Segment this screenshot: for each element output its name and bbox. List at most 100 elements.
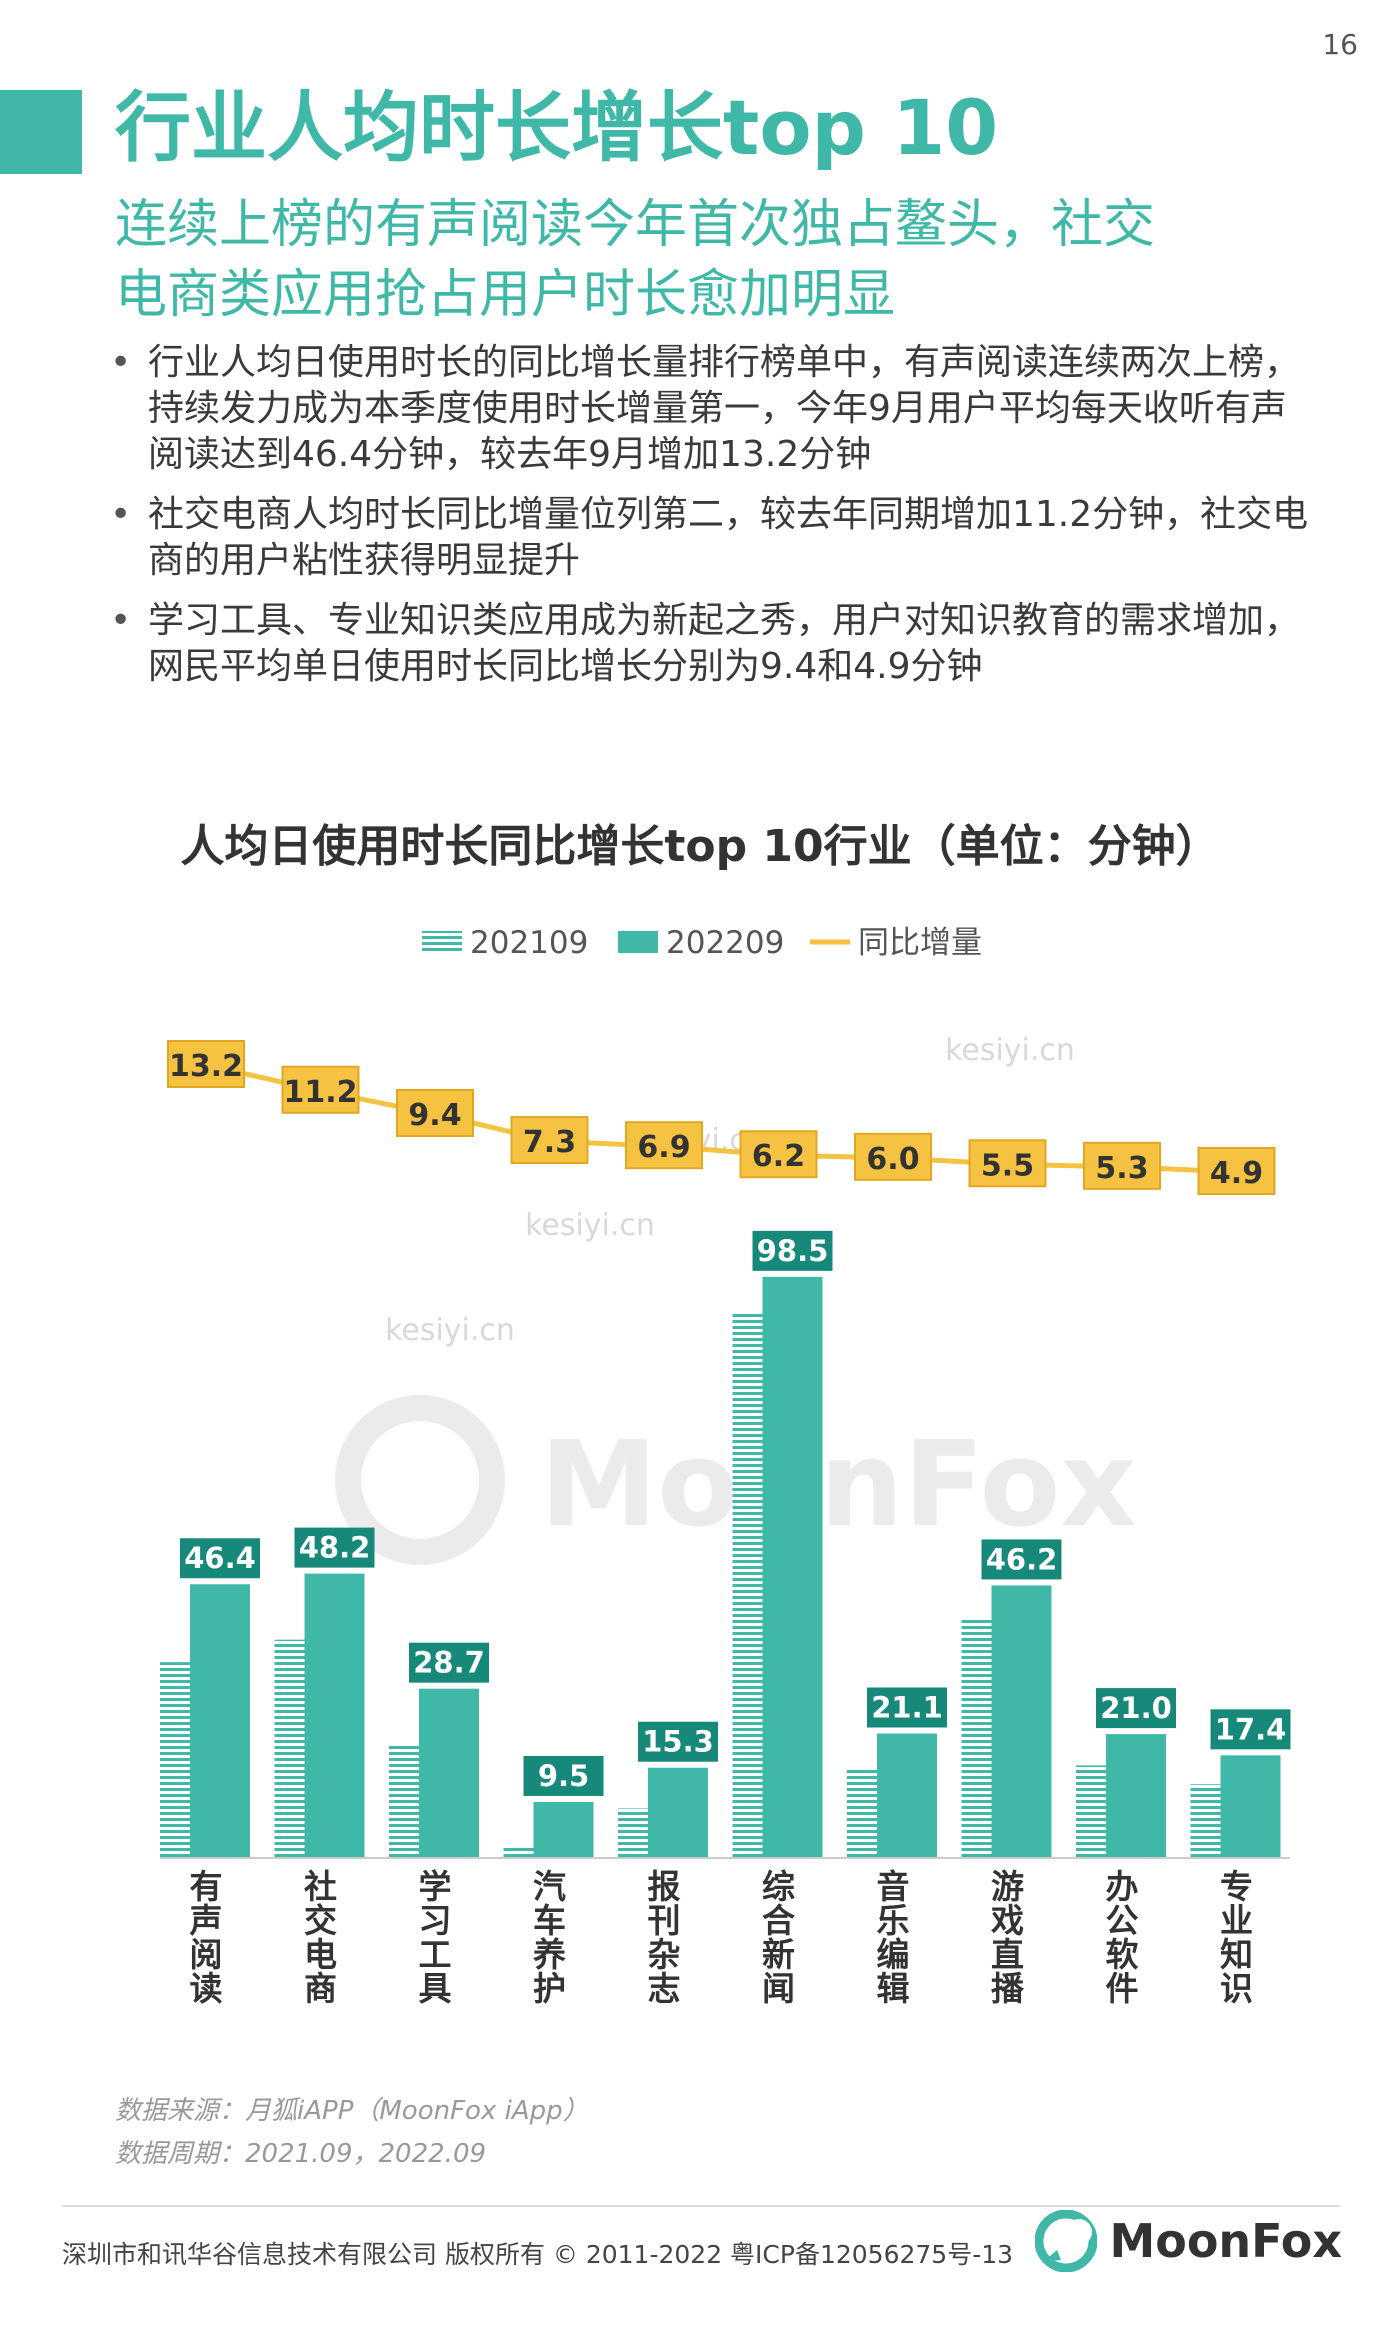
bar-data-label-bg	[867, 1687, 947, 1728]
yoy-data-label-bg	[968, 1139, 1047, 1188]
bullet-item: 学习工具、专业知识类应用成为新起之秀，用户对知识教育的需求增加，网民平均单日使用…	[110, 598, 1310, 690]
x-tick-label: 专业知识	[1220, 1867, 1253, 2008]
bar-data-label: 21.0	[1100, 1691, 1172, 1725]
bar-202209	[533, 1801, 594, 1858]
x-tick-label: 办公软件	[1106, 1867, 1139, 2008]
bar-202109	[1076, 1765, 1106, 1858]
source-note: 数据来源：月狐iAPP（MoonFox iApp）	[115, 2096, 589, 2126]
yoy-data-label: 6.2	[752, 1139, 805, 1174]
bar-202209	[648, 1767, 708, 1858]
line-series: 13.2 11.2 9.4 7.3 6.9 6.2 6.0 5.5 5.3 4.9	[167, 1040, 1276, 1195]
bar-data-label: 17.4	[1215, 1712, 1287, 1746]
x-tick-label: 游戏直播	[991, 1867, 1025, 2008]
bar-202109	[503, 1845, 534, 1858]
yoy-data-label-bg	[1083, 1141, 1161, 1190]
bar-202209	[877, 1733, 937, 1858]
page-subtitle: 连续上榜的有声阅读今年首次独占鳌头，社交 电商类应用抢占用户时长愈加明显	[115, 190, 1315, 330]
bar-202109	[389, 1744, 419, 1858]
bar-202109	[961, 1617, 992, 1858]
bar-202109	[274, 1639, 305, 1858]
yoy-data-label-bg	[510, 1116, 589, 1165]
bar-data-label-bg	[294, 1527, 375, 1568]
bar-202209	[991, 1585, 1052, 1858]
yoy-data-label-bg	[739, 1130, 818, 1179]
bar-data-label: 46.4	[184, 1541, 256, 1575]
title-accent-block	[0, 90, 82, 174]
yoy-data-label: 5.3	[1095, 1151, 1148, 1186]
bar-202109	[160, 1662, 190, 1858]
bar-series: 46.4 48.2 28.7 9.5 15.3 98.5 21.1 46.2 21.0 17.4	[160, 1230, 1291, 1859]
yoy-line	[205, 1062, 1237, 1175]
yoy-data-label: 6.9	[637, 1130, 690, 1165]
bar-data-label-bg	[981, 1539, 1062, 1580]
period-note: 数据周期：2021.09，2022.09	[115, 2139, 487, 2169]
bar-202109	[618, 1808, 648, 1858]
yoy-data-label: 13.2	[169, 1049, 243, 1084]
watermark-text: kesiyi.cn	[525, 1208, 655, 1243]
bar-line-chart: kesiyi.cnkesiyi.cnkesiyi.cnkesiyi.cnMoon…	[160, 925, 1291, 2008]
x-tick-label: 音乐编辑	[877, 1867, 910, 2008]
yoy-data-label: 4.9	[1210, 1156, 1263, 1191]
bar-202209	[419, 1688, 479, 1858]
bar-data-label-bg	[1210, 1709, 1291, 1750]
x-axis-labels: 有声阅读 社交电商 学习工具 汽车养护 报刊杂志 综合新闻 音乐编辑 游戏直播 办公软件 专业知识	[190, 1867, 1254, 2008]
yoy-data-label-bg	[167, 1040, 245, 1088]
bar-data-label-bg	[180, 1538, 260, 1579]
bullet-item: 社交电商人均时长同比增量位列第二，较去年同期增加11.2分钟，社交电商的用户粘性…	[110, 492, 1310, 584]
bullet-item: 行业人均日使用时长的同比增长量排行榜单中，有声阅读连续两次上榜，持续发力成为本季…	[110, 340, 1310, 478]
x-tick-label: 有声阅读	[190, 1867, 223, 2008]
bar-data-label: 98.5	[757, 1234, 829, 1268]
bar-data-label: 48.2	[299, 1531, 371, 1565]
bar-data-label-bg	[409, 1642, 489, 1683]
yoy-data-label: 9.4	[408, 1098, 461, 1133]
bar-202209	[1220, 1755, 1281, 1858]
bar-data-label: 9.5	[538, 1759, 589, 1793]
subtitle-line-1: 连续上榜的有声阅读今年首次独占鳌头，社交	[115, 195, 1156, 255]
bar-data-label-bg	[638, 1721, 718, 1762]
chart-title: 人均日使用时长同比增长top 10行业（单位：分钟）	[180, 821, 1220, 872]
x-tick-label: 报刊杂志	[648, 1867, 681, 2008]
yoy-data-label-bg	[625, 1121, 703, 1170]
bar-data-label: 46.2	[986, 1542, 1058, 1576]
watermark-brand: MoonFox	[540, 1415, 1137, 1553]
yoy-data-label-bg	[396, 1088, 474, 1137]
yoy-data-label-bg	[1197, 1147, 1276, 1195]
bar-202209	[190, 1584, 250, 1858]
page-title: 行业人均时长增长top 10	[115, 83, 999, 172]
bar-data-label: 15.3	[642, 1725, 714, 1759]
bar-202109	[847, 1768, 877, 1858]
yoy-data-label-bg	[281, 1065, 360, 1114]
legend-swatch-202109	[422, 931, 462, 953]
yoy-data-label: 7.3	[523, 1125, 576, 1160]
bar-202209	[304, 1573, 365, 1858]
bar-data-label: 28.7	[413, 1646, 485, 1680]
moonfox-logo: MoonFox	[1035, 2210, 1342, 2272]
footer-copyright: 深圳市和讯华谷信息技术有限公司 版权所有 © 2011-2022 粤ICP备12…	[62, 2240, 1014, 2269]
bar-202109	[1190, 1784, 1221, 1858]
bar-data-label-bg	[752, 1230, 833, 1271]
bar-202109	[732, 1313, 763, 1858]
moonfox-logo-icon	[1035, 2210, 1098, 2272]
yoy-data-label-bg	[854, 1132, 932, 1181]
x-tick-label: 学习工具	[419, 1867, 452, 2008]
bar-202209	[762, 1276, 823, 1858]
x-tick-label: 社交电商	[304, 1867, 337, 2008]
x-tick-label: 综合新闻	[762, 1867, 795, 2008]
watermark-logo-icon	[335, 1395, 505, 1565]
footer-divider	[62, 2205, 1340, 2207]
subtitle-line-2: 电商类应用抢占用户时长愈加明显	[115, 265, 896, 325]
watermark: kesiyi.cnkesiyi.cnkesiyi.cnkesiyi.cnMoon…	[335, 1033, 1137, 1565]
x-tick-label: 汽车养护	[533, 1867, 566, 2008]
legend-swatch-202209	[618, 931, 658, 953]
yoy-data-label: 6.0	[866, 1142, 919, 1177]
yoy-data-label: 5.5	[981, 1148, 1034, 1183]
bar-data-label-bg	[1096, 1688, 1176, 1729]
bar-data-label-bg	[523, 1755, 604, 1796]
logo-text: MoonFox	[1109, 2214, 1342, 2268]
bar-202209	[1106, 1734, 1166, 1858]
watermark-text: kesiyi.cn	[385, 1313, 515, 1348]
legend-label-yoy: 同比增量	[858, 925, 982, 961]
page-number: 16	[1322, 28, 1358, 61]
bullet-list: 行业人均日使用时长的同比增长量排行榜单中，有声阅读连续两次上榜，持续发力成为本季…	[110, 340, 1310, 704]
legend-label-202109: 202109	[470, 925, 588, 961]
